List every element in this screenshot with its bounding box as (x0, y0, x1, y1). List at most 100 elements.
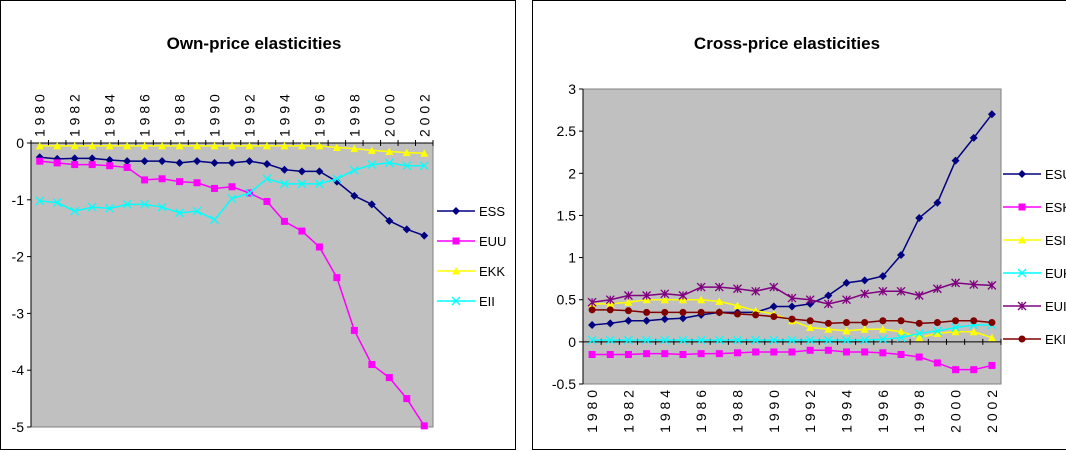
data-point (660, 295, 669, 304)
data-point (588, 306, 596, 314)
data-point (367, 200, 376, 209)
data-point (806, 346, 814, 354)
chart-title: Cross-price elasticities (694, 34, 880, 53)
series-euk (587, 320, 997, 345)
data-point (824, 325, 833, 333)
data-point (228, 183, 236, 191)
data-point (970, 317, 978, 325)
series-esk (588, 346, 996, 374)
data-point (842, 278, 851, 287)
data-point (105, 156, 114, 165)
data-point (787, 293, 797, 303)
legend-item: EII (437, 294, 495, 309)
data-point (733, 335, 742, 345)
data-point (860, 335, 870, 345)
data-point (588, 321, 597, 329)
data-point (402, 225, 411, 234)
data-point (988, 361, 996, 369)
data-point (770, 348, 778, 356)
data-point (715, 308, 723, 316)
y-tick-label: 0 (16, 135, 24, 151)
data-point (933, 318, 941, 326)
legend-item: EUU (437, 234, 506, 249)
data-point (175, 158, 184, 167)
data-point (227, 194, 237, 204)
cross-price-chart-panel: Cross-price elasticities 3 2.5 2 1.5 1 0.5 0 -0… (532, 0, 1066, 450)
data-point (315, 243, 323, 251)
data-point (860, 276, 869, 285)
data-point (643, 350, 651, 358)
data-point (915, 213, 924, 222)
data-point (642, 335, 652, 345)
data-point (788, 348, 796, 356)
data-point (697, 308, 705, 316)
data-point (192, 206, 202, 216)
own-price-chart-panel: Own-price elasticities 0 -1 -2 -3 -4 -5 1 9 8 … (0, 0, 516, 450)
data-point (824, 319, 832, 327)
data-point (914, 291, 924, 300)
data-point (897, 351, 905, 358)
data-point (210, 141, 219, 150)
data-point (643, 308, 651, 316)
data-point (349, 165, 359, 175)
data-point (228, 141, 236, 150)
data-point (106, 162, 114, 170)
series-eui (587, 278, 997, 309)
data-point (420, 422, 428, 430)
data-point (679, 351, 687, 358)
data-point (769, 302, 778, 311)
data-point (53, 159, 61, 167)
data-point (697, 295, 706, 304)
y-tick-label: -2 (12, 249, 25, 265)
data-point (88, 154, 97, 163)
data-point (769, 335, 779, 345)
legend-marker (452, 237, 460, 245)
data-point (245, 141, 254, 150)
legend-marker (1018, 236, 1026, 244)
series-eki (588, 306, 996, 327)
data-point (158, 175, 166, 183)
data-point (715, 297, 724, 305)
data-point (623, 335, 633, 345)
x-tick-label: 1 9 9 4 (839, 390, 855, 433)
data-point (987, 110, 996, 119)
data-point (897, 251, 906, 260)
x-tick-label: 1 9 8 0 (32, 94, 48, 137)
data-point (661, 308, 669, 316)
data-point (605, 295, 615, 305)
y-tick-label: -5 (12, 419, 25, 435)
legend-marker (452, 267, 460, 275)
data-point (624, 351, 632, 358)
y-tick-label: 1 (568, 250, 576, 266)
legend-marker (1018, 203, 1026, 211)
data-point (733, 310, 741, 318)
data-point (332, 143, 341, 152)
series-eii (35, 158, 429, 225)
legend-item: EKI (1003, 332, 1066, 347)
data-point (897, 317, 905, 325)
data-point (157, 202, 167, 212)
x-tick-label: 1 9 8 6 (137, 94, 153, 137)
x-tick-label: 1 9 9 2 (802, 390, 818, 433)
legend-item: ESI (1003, 233, 1066, 248)
data-point (952, 366, 960, 374)
data-point (897, 327, 906, 336)
data-point (122, 199, 132, 209)
data-point (606, 351, 614, 358)
data-point (333, 274, 341, 282)
data-point (606, 306, 614, 314)
data-point (932, 326, 942, 336)
data-point (71, 161, 79, 169)
legend-item: EKK (437, 264, 505, 279)
data-point (280, 141, 289, 150)
data-point (193, 141, 202, 150)
data-point (70, 206, 80, 216)
data-point (420, 231, 429, 240)
data-point (52, 198, 62, 208)
x-tick-label: 2 0 0 0 (381, 94, 397, 137)
data-point (245, 188, 254, 198)
data-point (661, 350, 669, 358)
data-point (678, 314, 687, 323)
data-point (140, 157, 149, 166)
data-point (35, 196, 45, 206)
